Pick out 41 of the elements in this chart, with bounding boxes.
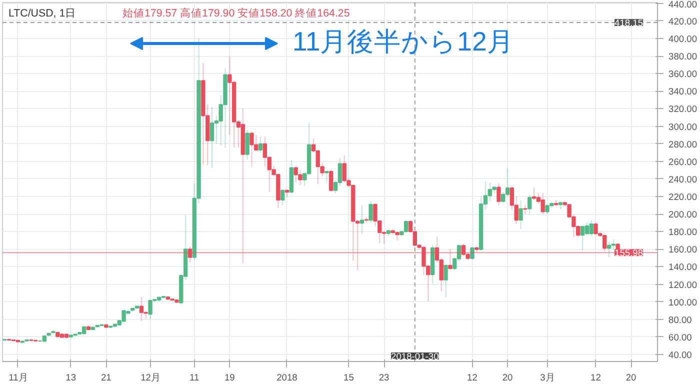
x-tick-label: 12 <box>590 372 601 382</box>
y-tick-label: 420.00 <box>668 16 698 26</box>
x-tick-label: 19 <box>224 372 235 382</box>
x-tick-label: 12月 <box>140 372 160 382</box>
y-tick-label: 320.00 <box>668 104 698 114</box>
y-tick-label: 380.00 <box>668 52 698 62</box>
y-tick-label: 140.00 <box>668 262 698 272</box>
y-tick-label: 40.00 <box>668 350 692 360</box>
x-tick-label: 3月 <box>540 372 554 382</box>
y-tick-label: 60.00 <box>668 332 692 342</box>
x-tick-label: 15 <box>344 372 354 382</box>
ref-line-label: 418.15 <box>614 18 644 28</box>
y-tick-label: 100.00 <box>668 297 698 308</box>
x-tick-label: 2018 <box>276 372 298 382</box>
text: LTC/USD, 1日 <box>8 8 76 20</box>
y-tick-label: 300.00 <box>668 122 698 132</box>
x-tick-label: 20 <box>626 372 636 382</box>
y-tick-label: 260.00 <box>668 156 698 167</box>
y-tick-label: 200.00 <box>668 210 698 220</box>
text: 始値179.57 高値179.90 安値158.20 終値164.25 <box>122 6 350 20</box>
x-tick-label: 23 <box>378 372 390 382</box>
y-tick-label: 180.00 <box>668 227 698 238</box>
y-tick-label: 360.00 <box>668 69 698 80</box>
ref-line-label: 155.98 <box>614 248 644 258</box>
y-tick-label: 400.00 <box>668 34 698 44</box>
x-tick-label: 12 <box>467 372 478 382</box>
y-tick-label: 240.00 <box>668 174 698 184</box>
ref-line-label: 2018-01-30 <box>391 352 439 362</box>
y-tick-label: 340.00 <box>668 86 698 97</box>
annotation: 11月後半から12月 <box>292 26 514 56</box>
x-tick-label: 13 <box>66 372 76 382</box>
x-tick-label: 11 <box>190 372 200 382</box>
y-tick-label: 220.00 <box>668 192 698 202</box>
y-tick-label: 120.00 <box>668 280 698 290</box>
y-tick-label: 80.00 <box>668 314 692 325</box>
y-tick-label: 160.00 <box>668 244 698 255</box>
x-tick-label: 20 <box>502 372 513 382</box>
x-tick-label: 11月 <box>8 372 28 382</box>
y-tick-label: 440.00 <box>668 0 698 10</box>
y-tick-label: 280.00 <box>668 139 698 150</box>
x-tick-label: 21 <box>100 372 112 382</box>
